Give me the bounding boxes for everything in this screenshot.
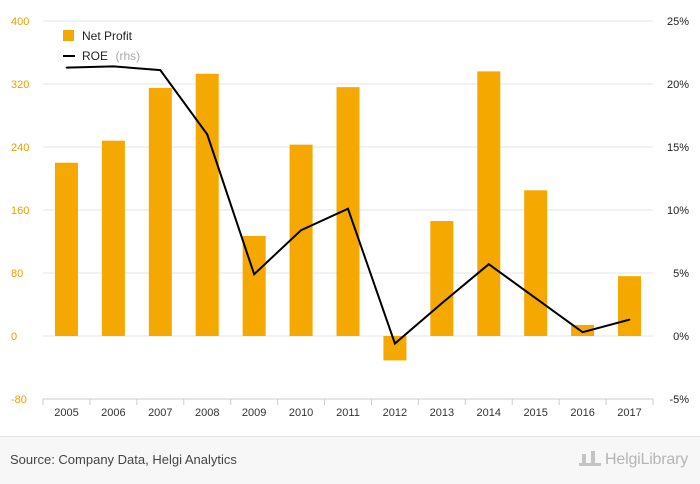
x-tick-label: 2011 — [336, 407, 360, 419]
left-tick-label: 400 — [11, 16, 29, 28]
legend-swatch-net-profit — [63, 30, 74, 41]
left-tick-label: 0 — [11, 331, 17, 343]
source-note: Source: Company Data, Helgi Analytics — [10, 452, 237, 467]
right-tick-label: 20% — [667, 79, 689, 91]
combo-chart: -80 0 80 160 240 320 400 -5% 0% 5% 10% 15% 20% 25% 2… — [11, 16, 689, 419]
left-tick-label: 240 — [11, 142, 29, 154]
net-profit-bar-2009 — [242, 235, 266, 336]
x-tick-label: 2008 — [195, 407, 219, 419]
left-axis-ticks: -80 0 80 160 240 320 400 — [11, 16, 29, 406]
x-tick-label: 2015 — [523, 407, 547, 419]
roe-point-2014 — [487, 263, 490, 265]
footer: Source: Company Data, Helgi Analytics He… — [0, 436, 700, 484]
legend: Net Profit ROE (rhs) — [63, 29, 140, 64]
left-tick-label: -80 — [11, 394, 27, 406]
net-profit-bar-2015 — [524, 190, 548, 336]
x-tick-label: 2009 — [242, 407, 266, 419]
roe-point-2016 — [581, 331, 584, 334]
legend-label-roe: ROE (rhs) — [82, 47, 140, 64]
roe-point-2010 — [300, 229, 302, 231]
net-profit-bar-2012 — [383, 336, 407, 361]
right-axis-ticks: -5% 0% 5% 10% 15% 20% 25% — [667, 16, 689, 406]
x-tick-label: 2010 — [289, 407, 313, 419]
roe-line-series — [65, 65, 631, 346]
right-tick-label: 5% — [673, 268, 689, 280]
right-tick-label: 10% — [667, 205, 689, 217]
right-tick-label: -5% — [669, 394, 689, 406]
library-icon — [579, 449, 602, 466]
roe-point-2015 — [534, 297, 537, 300]
left-tick-label: 320 — [11, 79, 29, 91]
x-tick-label: 2005 — [54, 407, 78, 419]
net-profit-bars — [54, 71, 642, 361]
right-tick-label: 15% — [667, 142, 689, 154]
roe-point-2017 — [628, 318, 631, 321]
net-profit-bar-2006 — [101, 140, 125, 336]
roe-point-2005 — [65, 66, 68, 69]
x-tick-label: 2007 — [148, 407, 172, 419]
brand-name: HelgiLibrary — [605, 451, 688, 468]
left-tick-label: 80 — [11, 268, 23, 280]
net-profit-bar-2013 — [430, 221, 454, 336]
roe-point-2008 — [206, 133, 209, 136]
net-profit-bar-2010 — [289, 144, 313, 336]
x-tick-label: 2017 — [617, 407, 641, 419]
brand-logo[interactable]: HelgiLibrary — [579, 449, 688, 469]
roe-point-2007 — [159, 69, 162, 71]
x-tick-label: 2012 — [383, 407, 407, 419]
x-tick-label: 2006 — [101, 407, 125, 419]
net-profit-bar-2014 — [477, 71, 501, 337]
legend-label-net-profit: Net Profit — [82, 29, 133, 43]
x-tick-label: 2016 — [570, 407, 594, 419]
net-profit-bar-2016 — [571, 324, 595, 336]
x-axis: 2005 2006 2007 2008 2009 2010 2011 2012 2013 2014… — [42, 398, 654, 419]
right-tick-label: 25% — [667, 16, 689, 28]
right-tick-label: 0% — [673, 331, 689, 343]
net-profit-bar-2017 — [618, 276, 642, 336]
net-profit-bar-2008 — [195, 73, 219, 336]
roe-point-2011 — [347, 207, 349, 210]
roe-point-2012 — [394, 342, 396, 345]
x-tick-label: 2014 — [477, 407, 501, 419]
net-profit-bar-2005 — [54, 162, 78, 336]
roe-point-2006 — [112, 65, 115, 68]
left-tick-label: 160 — [11, 205, 29, 217]
net-profit-bar-2007 — [148, 87, 172, 336]
roe-point-2009 — [253, 273, 255, 276]
x-tick-label: 2013 — [430, 407, 454, 419]
roe-point-2013 — [441, 302, 443, 305]
